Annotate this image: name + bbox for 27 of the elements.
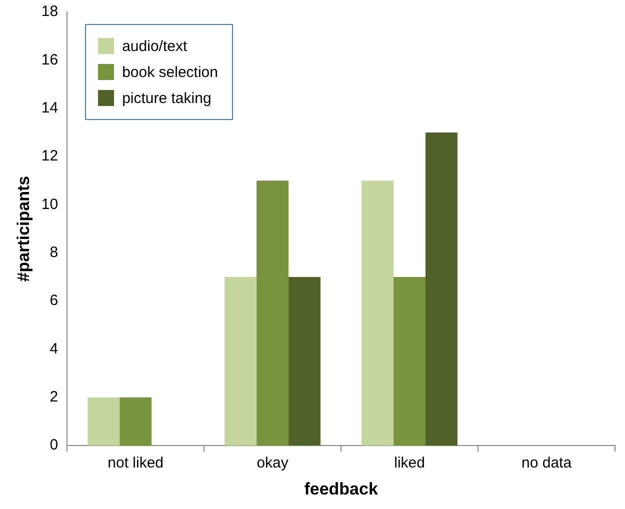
- y-tick-label: 0: [50, 436, 58, 454]
- x-tick-label: liked: [394, 454, 425, 472]
- y-tick-label: 10: [41, 196, 58, 213]
- y-tick-label: 6: [50, 292, 58, 310]
- y-tick-label: 12: [41, 148, 58, 165]
- x-tick-label: okay: [256, 454, 289, 472]
- y-axis-title: #participants: [14, 176, 33, 282]
- bar: [224, 276, 257, 446]
- legend-label: audio/text: [122, 38, 188, 54]
- bar: [394, 276, 426, 446]
- bar: [256, 180, 289, 446]
- y-tick-label: 4: [50, 340, 58, 358]
- bar: [362, 180, 394, 446]
- x-tick-label: not liked: [108, 454, 164, 472]
- bar: [88, 397, 120, 446]
- y-tick-label: 18: [41, 3, 58, 20]
- legend-label: book selection: [122, 64, 218, 80]
- x-tick-label: no data: [521, 454, 572, 472]
- legend-label: picture taking: [122, 90, 212, 106]
- y-tick-label: 16: [41, 51, 58, 68]
- bar: [288, 276, 320, 446]
- bar: [120, 397, 152, 446]
- y-tick-label: 14: [41, 99, 58, 116]
- bar: [426, 132, 458, 446]
- y-tick-label: 2: [50, 388, 58, 406]
- y-tick-label: 8: [50, 244, 58, 262]
- x-axis-title: feedback: [304, 479, 378, 498]
